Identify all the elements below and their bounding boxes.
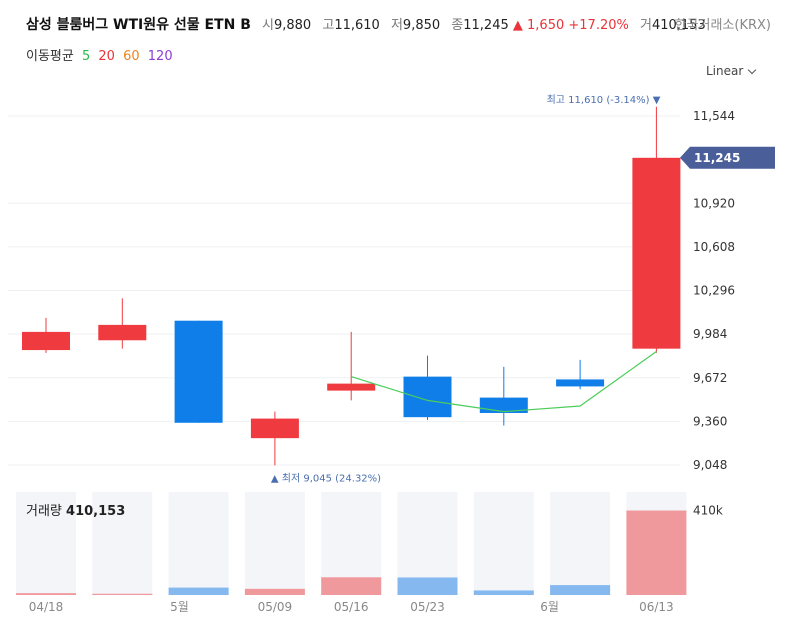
candle (174, 320, 223, 423)
volume-background (244, 492, 305, 595)
volume-background (473, 492, 534, 595)
y-tick-label: 9,360 (693, 414, 727, 428)
x-tick-label: 05/23 (410, 600, 445, 614)
volume-bar (244, 588, 305, 595)
candle (98, 298, 147, 349)
open-label: 시 (262, 18, 274, 33)
volume-bars (16, 510, 687, 595)
y-tick-label: 10,920 (693, 196, 735, 210)
candle-body (556, 379, 605, 387)
change-arrow-icon: ▲ (512, 18, 523, 33)
chart-header: 삼성 블룸버그 WTI원유 선물 ETN B 시9,880 고11,610 저9… (26, 14, 771, 36)
volume-axis-label: 410k (693, 504, 723, 518)
volume-bar (168, 587, 229, 595)
candle-body (403, 376, 452, 418)
ma120-legend[interactable]: 120 (147, 49, 173, 64)
volume-value: 410,153 (651, 18, 706, 33)
ma60-legend[interactable]: 60 (123, 49, 140, 64)
last-price-tag-shape (680, 146, 775, 169)
scale-dropdown[interactable]: Linear (706, 64, 757, 78)
candle-body (327, 383, 376, 391)
candle-body (632, 157, 681, 349)
volume-background (16, 492, 76, 595)
volume-bar (16, 593, 76, 595)
change-value: 1,650 (527, 18, 565, 33)
x-tick-label: 05/16 (334, 600, 369, 614)
volume-bar (397, 577, 458, 595)
last-price-tag-text: 11,245 (694, 151, 740, 165)
high-value: 11,610 (334, 18, 380, 33)
y-tick-label: 9,672 (693, 371, 727, 385)
open-value: 9,880 (273, 18, 312, 33)
close-value: 11,245 (463, 18, 509, 33)
candle-body (250, 418, 299, 439)
x-tick-label: 5월 (170, 600, 189, 614)
candle-body (98, 324, 147, 341)
low-label: 저 (390, 18, 403, 33)
y-tick-label: 9,048 (693, 458, 727, 472)
low-annotation: ▲ 최저 9,045 (24.32%) (271, 472, 381, 484)
y-tick-label: 10,296 (693, 284, 735, 298)
last-price-tag: 11,245 (680, 146, 775, 169)
candle-body (174, 320, 223, 423)
volume-bar (321, 577, 382, 595)
y-axis-ticks: 11,544 10,920 10,608 10,296 9,984 9,672 9,360 9… (693, 109, 735, 472)
candle (327, 331, 376, 401)
x-tick-label: 05/09 (258, 600, 293, 614)
candle-body (479, 397, 528, 413)
ma-legend-label: 이동평균 (26, 49, 74, 64)
exchange-name: 한국거래소(KRX) (674, 18, 771, 33)
price-gridlines (8, 115, 680, 466)
x-tick-label: 04/18 (29, 600, 64, 614)
candle (250, 411, 299, 466)
y-tick-label: 10,608 (693, 240, 735, 254)
volume-bar (550, 585, 611, 595)
volume-bar (92, 593, 153, 595)
volume-background (550, 492, 611, 595)
ma5-legend[interactable]: 5 (81, 49, 91, 64)
candle (403, 355, 452, 420)
candle (632, 106, 681, 353)
moving-average-legend: 이동평균 5 20 60 120 (26, 45, 173, 64)
x-axis-ticks: 04/18 5월 05/09 05/16 05/23 6월 06/13 (29, 600, 674, 614)
x-tick-label: 06/13 (639, 600, 674, 614)
volume-label: 거 (640, 18, 652, 33)
y-tick-label: 9,984 (693, 327, 727, 341)
candle (556, 359, 605, 390)
high-annotation: 최고 11,610 (-3.14%) ▼ (547, 94, 661, 106)
x-tick-label: 6월 (540, 600, 559, 614)
close-label: 종 (451, 18, 464, 33)
change-percent: +17.20% (568, 18, 629, 33)
ma20-legend[interactable]: 20 (98, 49, 115, 64)
volume-caption-value: 410,153 (66, 504, 126, 519)
volume-caption: 거래량 410,153 (26, 500, 125, 519)
ma5-line (351, 351, 657, 413)
candles (22, 106, 681, 466)
low-value: 9,850 (402, 18, 441, 33)
volume-background (168, 492, 229, 595)
candle (22, 317, 70, 353)
volume-background (92, 492, 153, 595)
instrument-name: 삼성 블룸버그 WTI원유 선물 ETN B (26, 17, 251, 33)
volume-bar (626, 510, 687, 595)
candle-body (22, 331, 70, 351)
high-label: 고 (322, 18, 335, 33)
scale-label: Linear (706, 64, 744, 78)
y-tick-label: 11,544 (693, 109, 735, 123)
candle (479, 366, 528, 426)
volume-bar (473, 590, 534, 595)
volume-caption-label: 거래량 (26, 504, 62, 519)
